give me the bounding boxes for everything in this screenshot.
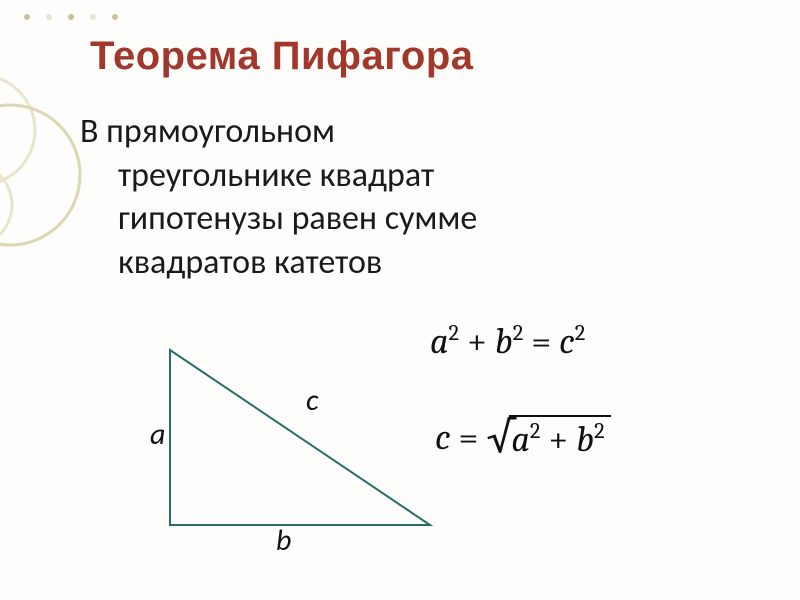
theorem-statement: В прямоугольном треугольнике квадрат гип…	[80, 110, 720, 284]
decor-dot	[68, 14, 74, 20]
right-triangle-diagram: a b c	[110, 310, 430, 570]
label-c: c	[306, 382, 318, 419]
statement-line: В прямоугольном	[80, 110, 720, 154]
triangle-shape	[170, 350, 430, 525]
decor-dot	[46, 14, 52, 20]
statement-line: треугольнике квадрат	[118, 154, 720, 198]
decor-dot	[24, 14, 30, 20]
var-c: c	[435, 417, 451, 458]
slide-title: Теорема Пифагора	[90, 34, 474, 79]
var-a: a2	[430, 321, 459, 362]
formula-hypotenuse: c = √a2 + b2	[435, 415, 611, 460]
decor-dot	[112, 14, 118, 20]
label-b: b	[276, 522, 291, 559]
var-b: b2	[495, 321, 523, 362]
statement-line: гипотенузы равен сумме	[118, 197, 720, 241]
var-c: c2	[559, 321, 585, 362]
decor-dot	[90, 14, 96, 20]
formula-pythagoras: a2 + b2 = c2	[430, 320, 585, 362]
statement-line: квадратов катетов	[118, 241, 720, 285]
label-a: a	[150, 416, 165, 453]
decor-dotbar	[24, 14, 118, 20]
sqrt-icon: √a2 + b2	[486, 415, 610, 460]
